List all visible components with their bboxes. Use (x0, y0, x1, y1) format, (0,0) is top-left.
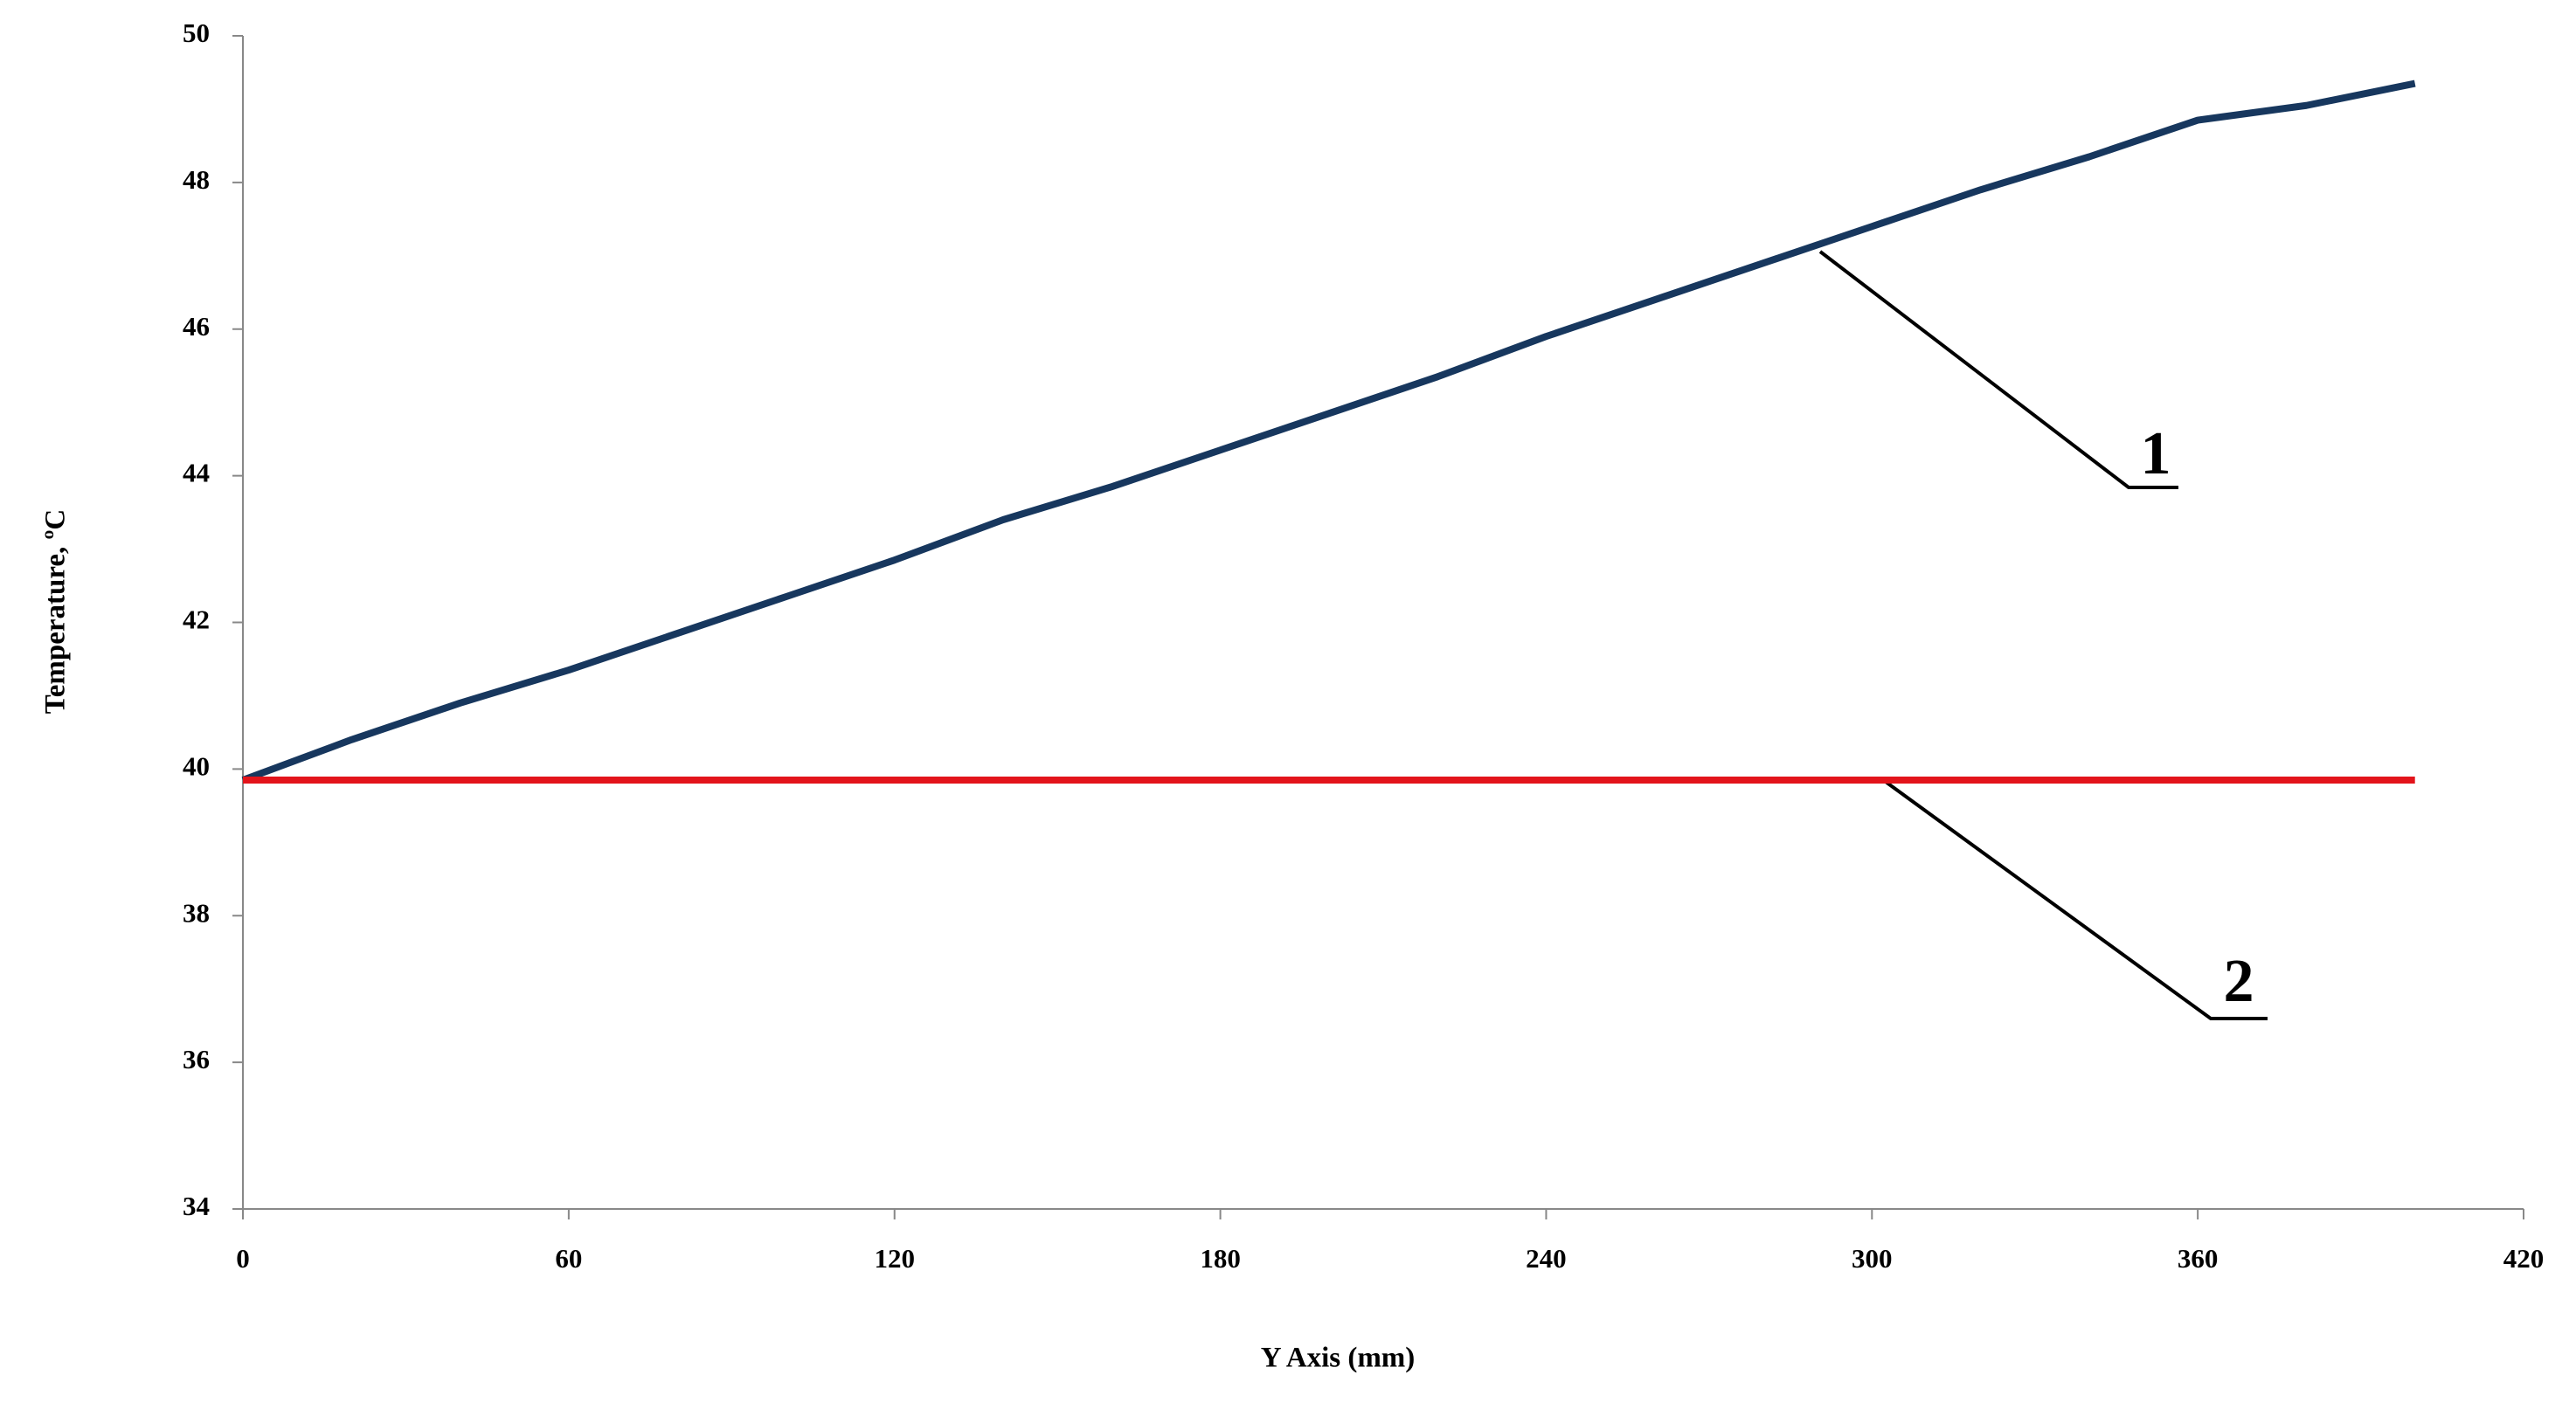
x-tick-label: 180 (1200, 1243, 1241, 1274)
x-axis-title: Y Axis (mm) (1261, 1343, 1416, 1374)
y-tick-label: 40 (183, 750, 210, 781)
x-tick-label: 420 (2503, 1243, 2545, 1274)
y-tick-label: 42 (183, 604, 210, 635)
y-tick-label: 48 (183, 164, 210, 195)
x-tick-label: 300 (1852, 1243, 1893, 1274)
leader-line (1884, 780, 2268, 1020)
y-axis-title: Temperature, ºC (40, 509, 72, 715)
series-annotation: 1 (2141, 420, 2171, 487)
leader-line (1818, 250, 2178, 489)
x-tick-label: 60 (555, 1243, 582, 1274)
y-tick-label: 46 (183, 311, 210, 342)
y-tick-label: 34 (183, 1191, 210, 1221)
y-tick-label: 36 (183, 1044, 210, 1074)
x-tick-label: 120 (874, 1243, 915, 1274)
y-tick-label: 50 (183, 17, 210, 48)
x-tick-label: 240 (1526, 1243, 1567, 1274)
x-tick-label: 0 (236, 1243, 250, 1274)
y-tick-label: 44 (183, 458, 210, 488)
annotations (1818, 250, 2268, 1020)
y-tick-label: 38 (183, 897, 210, 928)
x-tick-label: 360 (2178, 1243, 2219, 1274)
series-annotation: 2 (2224, 948, 2254, 1015)
series-line (241, 79, 2416, 784)
